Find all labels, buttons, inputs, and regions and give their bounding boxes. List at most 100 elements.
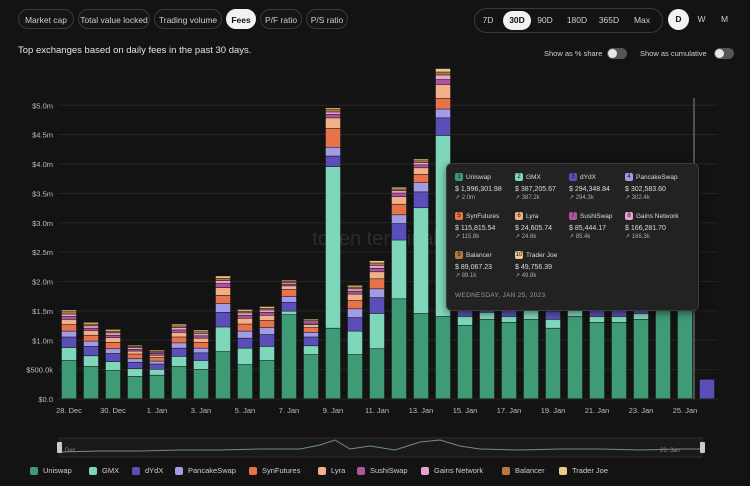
bar-segment[interactable] [479,319,495,399]
bar-segment[interactable] [369,289,385,298]
bar-segment[interactable] [193,338,209,342]
bar-segment[interactable] [545,319,561,328]
bar-segment[interactable] [303,337,319,346]
bar-segment[interactable] [237,309,253,311]
bar-segment[interactable] [105,333,121,335]
bar-segment[interactable] [457,325,473,399]
bar-segment[interactable] [259,315,275,321]
bar-segment[interactable] [391,189,407,191]
bar-segment[interactable] [413,208,429,314]
bar-segment[interactable] [215,295,231,304]
bar-segment[interactable] [369,349,385,399]
bar-segment[interactable] [61,324,77,331]
bar-segment[interactable] [193,353,209,361]
bar-segment[interactable] [105,335,121,338]
bar-segment[interactable] [105,361,121,371]
bar-segment[interactable] [171,332,187,337]
bar-segment[interactable] [215,352,231,399]
granularity-week[interactable]: W [697,14,706,24]
bar-segment[interactable] [281,282,297,284]
legend-item-sushiswap[interactable]: SushiSwap [357,466,408,476]
bar-segment[interactable] [149,355,165,358]
bar-segment[interactable] [655,310,671,399]
bar-segment[interactable] [391,187,407,189]
bar-segment[interactable] [83,335,99,341]
tab-ps-ratio[interactable]: P/S ratio [306,9,348,29]
bar-segment[interactable] [83,328,99,331]
bar-segment[interactable] [369,297,385,314]
bar-segment[interactable] [105,353,121,362]
bar-segment[interactable] [435,98,451,109]
bar-segment[interactable] [171,337,187,343]
bar-segment[interactable] [303,332,319,337]
bar-segment[interactable] [171,327,187,330]
bar-segment[interactable] [369,263,385,266]
bar-segment[interactable] [149,357,165,361]
share-toggle[interactable] [607,48,627,59]
bar-segment[interactable] [237,364,253,399]
bar-segment[interactable] [479,312,495,320]
bar-segment[interactable] [457,316,473,325]
legend-item-pancakeswap[interactable]: PancakeSwap [175,466,236,476]
bar-segment[interactable] [127,362,143,369]
bar-segment[interactable] [325,118,341,129]
bar-segment[interactable] [61,316,77,320]
bar-segment[interactable] [369,268,385,272]
bar-segment[interactable] [633,313,649,320]
bar-segment[interactable] [281,286,297,290]
bar-segment[interactable] [435,316,451,399]
bar-segment[interactable] [523,319,539,399]
bar-segment[interactable] [413,168,429,174]
bar-segment[interactable] [435,109,451,118]
bar-segment[interactable] [105,370,121,399]
bar-segment[interactable] [171,366,187,399]
bar-segment[interactable] [413,182,429,192]
bar-segment[interactable] [325,108,341,110]
bar-segment[interactable] [413,161,429,163]
bar-segment[interactable] [391,191,407,193]
bar-segment[interactable] [633,319,649,399]
bar-segment[interactable] [61,319,77,325]
bar-segment[interactable] [127,349,143,351]
bar-segment[interactable] [435,68,451,72]
bar-segment[interactable] [193,333,209,336]
bar-segment[interactable] [83,346,99,356]
bar-segment[interactable] [127,345,143,347]
bar-segment[interactable] [193,369,209,399]
bar-segment[interactable] [149,361,165,364]
bar-segment[interactable] [83,356,99,367]
bar-segment[interactable] [391,215,407,224]
bar-segment[interactable] [237,311,253,313]
bar-segment[interactable] [325,156,341,167]
bar-segment[interactable] [281,311,297,315]
cumulative-toggle[interactable] [714,48,734,59]
bar-segment[interactable] [347,291,363,294]
bar-segment[interactable] [567,316,583,399]
bar-segment[interactable] [127,347,143,350]
bar-segment[interactable] [611,322,627,399]
bar-segment[interactable] [435,72,451,75]
legend-item-trader-joe[interactable]: Trader Joe [559,466,608,476]
bar-segment[interactable] [347,287,363,289]
bar-segment[interactable] [259,312,275,315]
bar-segment[interactable] [347,309,363,318]
bar-segment[interactable] [61,337,77,348]
granularity-day[interactable]: D [668,9,689,30]
bar-segment[interactable] [369,265,385,268]
bar-segment[interactable] [699,379,715,399]
bar-segment[interactable] [127,346,143,348]
bar-segment[interactable] [237,315,253,318]
bar-segment[interactable] [61,331,77,337]
bar-segment[interactable] [215,327,231,352]
bar-segment[interactable] [435,84,451,99]
bar-segment[interactable] [149,375,165,399]
bar-segment[interactable] [413,192,429,208]
bar-segment[interactable] [193,336,209,338]
bar-segment[interactable] [501,310,517,317]
bar-segment[interactable] [369,279,385,289]
tab-pf-ratio[interactable]: P/F ratio [260,9,302,29]
bar-segment[interactable] [391,240,407,299]
bar-segment[interactable] [215,278,231,281]
bar-segment[interactable] [303,323,319,325]
bar-segment[interactable] [347,354,363,399]
